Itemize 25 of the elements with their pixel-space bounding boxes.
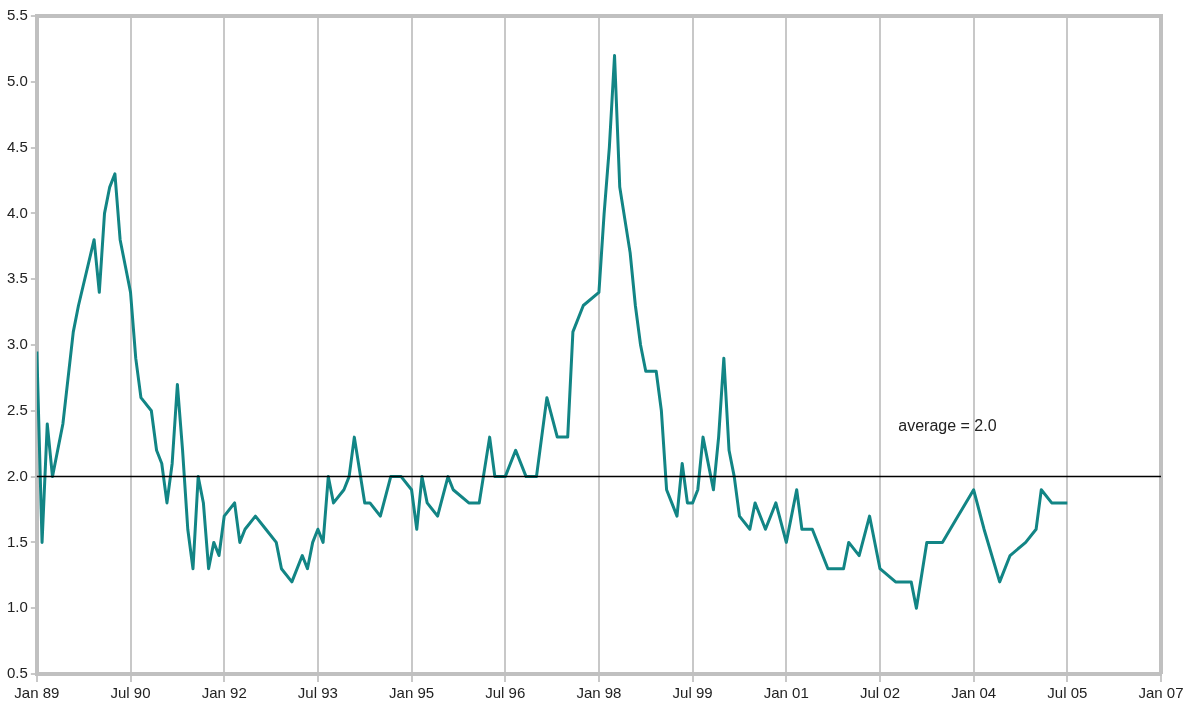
x-tick-label: Jan 95 <box>389 684 435 702</box>
x-tick-label: Jul 05 <box>1047 684 1088 702</box>
y-tick-label: 5.0 <box>6 71 28 89</box>
x-tick-label: Jul 99 <box>672 684 713 702</box>
y-tick-label: 5.5 <box>6 6 28 24</box>
x-tick-label: Jul 96 <box>485 684 526 702</box>
y-tick-label: 3.5 <box>6 269 28 287</box>
x-tick-label: Jul 93 <box>297 684 338 702</box>
x-tick-label: Jul 90 <box>110 684 151 702</box>
x-tick-label: Jul 02 <box>859 684 900 702</box>
x-tick-label: Jan 04 <box>951 684 997 702</box>
x-tick-label: Jan 92 <box>201 684 247 702</box>
x-tick-label: Jan 07 <box>1138 684 1184 702</box>
y-tick-label: 2.0 <box>6 466 28 484</box>
y-tick-label: 4.0 <box>6 203 28 221</box>
y-tick-label: 4.5 <box>6 137 28 155</box>
y-tick-label: 1.5 <box>6 532 28 550</box>
y-tick-label: 0.5 <box>6 664 28 682</box>
x-tick-label: Jan 01 <box>763 684 809 702</box>
x-tick-label: Jan 98 <box>576 684 622 702</box>
y-tick-label: 2.5 <box>6 400 28 418</box>
x-tick-label: Jan 89 <box>14 684 60 702</box>
ref-line-label: average = 2.0 <box>898 417 997 435</box>
y-tick-label: 3.0 <box>6 335 28 353</box>
y-tick-label: 1.0 <box>6 598 28 616</box>
